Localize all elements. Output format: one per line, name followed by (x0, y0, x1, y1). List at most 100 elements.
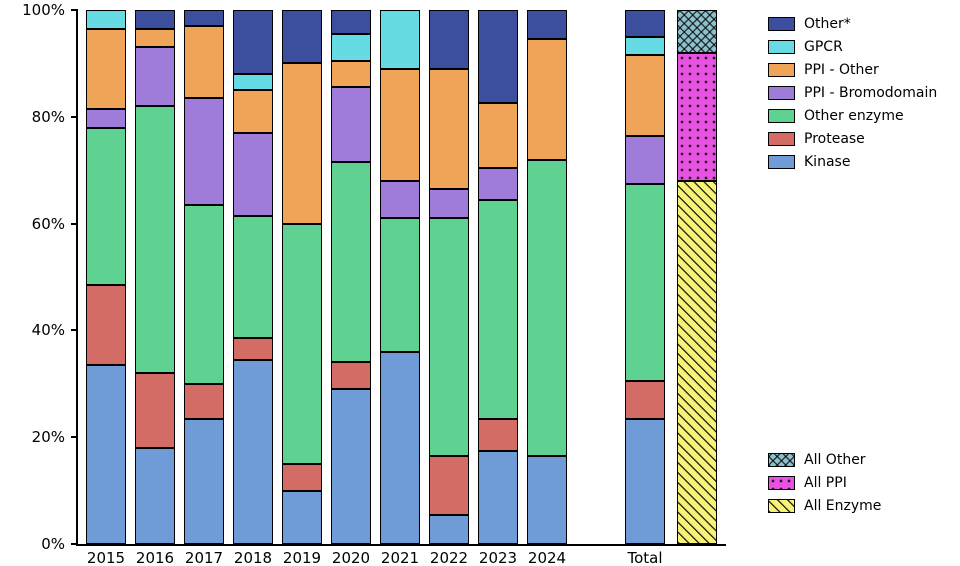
legend-label-protease: Protease (804, 131, 865, 147)
bar-total: Total (625, 10, 665, 566)
legend-swatch-protease (768, 132, 795, 146)
x-tick-label: 2016 (135, 549, 175, 566)
segment-ppi-other (233, 90, 273, 133)
segment-other-enzyme (527, 159, 567, 456)
segment-kinase (282, 490, 322, 544)
segment-ppi-other (331, 60, 371, 88)
legend-item-all-other: All Other (768, 452, 881, 468)
segment-other-enzyme (282, 223, 322, 464)
segment-all-ppi (677, 52, 717, 181)
segment-other-enzyme (478, 199, 518, 419)
x-tick-label: 2015 (86, 549, 126, 566)
y-tick-label: 80% (31, 107, 65, 126)
segment-other (331, 10, 371, 35)
x-tick-label: Total (627, 549, 663, 566)
segment-other-enzyme (625, 183, 665, 382)
x-tick-label: 2017 (184, 549, 224, 566)
segment-other (233, 10, 273, 75)
segment-gpcr (331, 34, 371, 61)
segment-other (527, 10, 567, 40)
segment-ppi-bromodomain (625, 135, 665, 184)
segment-kinase (625, 418, 665, 544)
legend-swatch-ppi-other (768, 63, 795, 77)
segment-gpcr (625, 36, 665, 56)
segment-other-enzyme (233, 215, 273, 339)
segment-other (625, 10, 665, 37)
segment-protease (282, 463, 322, 491)
plot-area: 0% 20% 40% 60% 80% 100% 2015 2016 2017 2018 2019 2… (22, 1, 726, 566)
legend-label-all-other: All Other (804, 452, 866, 468)
x-tick-label: 2022 (429, 549, 469, 566)
segment-kinase (184, 418, 224, 544)
legend-item-other-enzyme: Other enzyme (768, 108, 937, 124)
legend-label-gpcr: GPCR (804, 39, 843, 55)
segment-other-enzyme (380, 218, 420, 352)
bar-2019: 2019 (282, 10, 322, 566)
segment-protease (625, 381, 665, 419)
segment-other-enzyme (429, 218, 469, 456)
x-tick-label: 2018 (233, 549, 273, 566)
bar-2018: 2018 (233, 10, 273, 566)
segment-ppi-bromodomain (86, 108, 126, 128)
segment-other (282, 10, 322, 64)
segment-ppi-other (625, 55, 665, 136)
legend-categories: Other* GPCR PPI - Other PPI - Bromodomain Ot… (768, 16, 937, 170)
legend-item-protease: Protease (768, 131, 937, 147)
legend-label-ppi-other: PPI - Other (804, 62, 879, 78)
segment-kinase (478, 450, 518, 544)
segment-protease (135, 373, 175, 448)
legend-item-all-ppi: All PPI (768, 475, 881, 491)
x-tick-label: 2024 (527, 549, 567, 566)
segment-other (184, 10, 224, 27)
bar-2024: 2024 (527, 10, 567, 566)
legend-item-ppi-other: PPI - Other (768, 62, 937, 78)
segment-protease (429, 455, 469, 515)
segment-ppi-bromodomain (429, 188, 469, 219)
y-tick-label: 20% (31, 428, 65, 447)
legend-swatch-all-other (768, 453, 795, 467)
legend-label-all-enzyme: All Enzyme (804, 498, 882, 514)
legend-swatch-all-enzyme (768, 499, 795, 513)
bar-2016: 2016 (135, 10, 175, 566)
y-tick-mark (71, 436, 78, 439)
legend-swatch-other-enzyme (768, 109, 795, 123)
legend-summary: All Other All PPI All Enzyme (768, 452, 881, 514)
bar-2023: 2023 (478, 10, 518, 566)
segment-kinase (429, 514, 469, 544)
segment-ppi-bromodomain (135, 47, 175, 107)
x-tick-label: 2023 (478, 549, 518, 566)
segment-ppi-other (429, 68, 469, 189)
segment-protease (184, 383, 224, 419)
segment-ppi-bromodomain (380, 180, 420, 219)
y-tick-mark (71, 329, 78, 332)
x-tick-label: 2020 (331, 549, 371, 566)
segment-ppi-other (478, 103, 518, 168)
bar-2021: 2021 (380, 10, 420, 566)
legend-label-other-enzyme: Other enzyme (804, 108, 904, 124)
segment-ppi-bromodomain (478, 167, 518, 200)
bar-2022: 2022 (429, 10, 469, 566)
segment-other (429, 10, 469, 69)
y-tick-mark (71, 115, 78, 118)
segment-kinase (86, 365, 126, 544)
bar-2020: 2020 (331, 10, 371, 566)
segment-ppi-other (86, 28, 126, 109)
segment-ppi-other (380, 68, 420, 181)
segment-all-other (677, 10, 717, 53)
segment-kinase (135, 447, 175, 544)
segment-other (478, 10, 518, 104)
legend-label-all-ppi: All PPI (804, 475, 847, 491)
segment-ppi-other (184, 26, 224, 99)
legend-item-kinase: Kinase (768, 154, 937, 170)
segment-other-enzyme (86, 127, 126, 286)
bars-container: 2015 2016 2017 2018 2019 2020 2021 2022 2023 2024… (86, 10, 726, 566)
segment-gpcr (86, 10, 126, 29)
legend-label-ppi-bromodomain: PPI - Bromodomain (804, 85, 938, 101)
segment-ppi-other (527, 39, 567, 160)
y-tick-label: 60% (31, 214, 65, 233)
segment-gpcr (380, 10, 420, 69)
legend-swatch-kinase (768, 155, 795, 169)
legend-item-gpcr: GPCR (768, 39, 937, 55)
segment-ppi-other (135, 28, 175, 48)
legend-label-kinase: Kinase (804, 154, 851, 170)
